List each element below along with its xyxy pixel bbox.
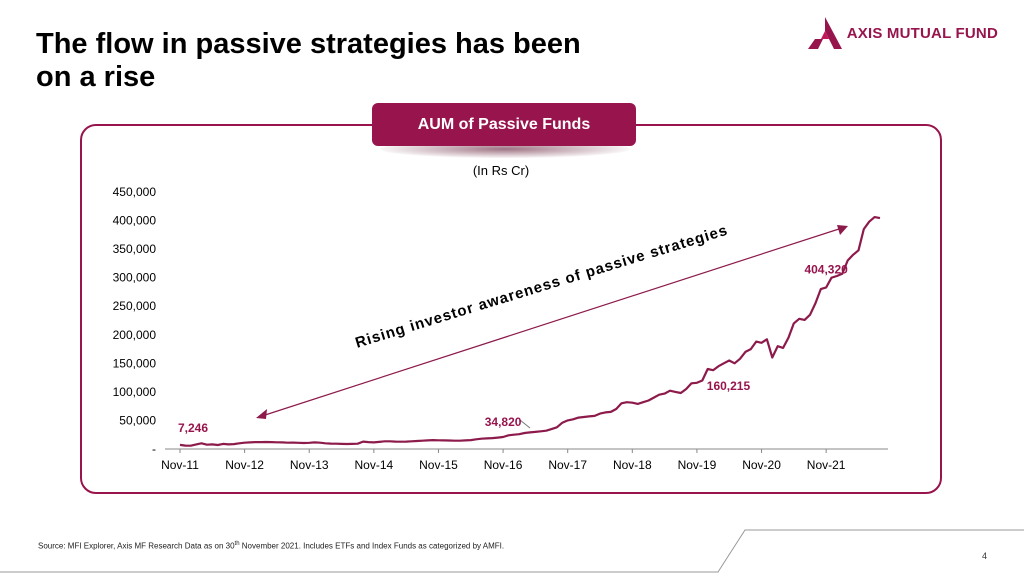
source-text-start: Source: MFI Explorer, Axis MF Research D… bbox=[38, 541, 235, 551]
page-number: 4 bbox=[982, 551, 988, 561]
axis-logo-icon bbox=[807, 17, 842, 49]
source-ordinal: th bbox=[234, 541, 240, 547]
source-note: Source: MFI Explorer, Axis MF Research D… bbox=[38, 541, 504, 551]
chart-panel bbox=[80, 124, 942, 494]
panel-label: AUM of Passive Funds bbox=[372, 103, 636, 146]
page-title: The flow in passive strategies has been … bbox=[36, 28, 581, 93]
brand-logo: AXIS MUTUAL FUND bbox=[807, 16, 998, 50]
logo-text: AXIS MUTUAL FUND bbox=[846, 24, 998, 42]
source-text-end: November 2021. Includes ETFs and Index F… bbox=[239, 541, 505, 551]
